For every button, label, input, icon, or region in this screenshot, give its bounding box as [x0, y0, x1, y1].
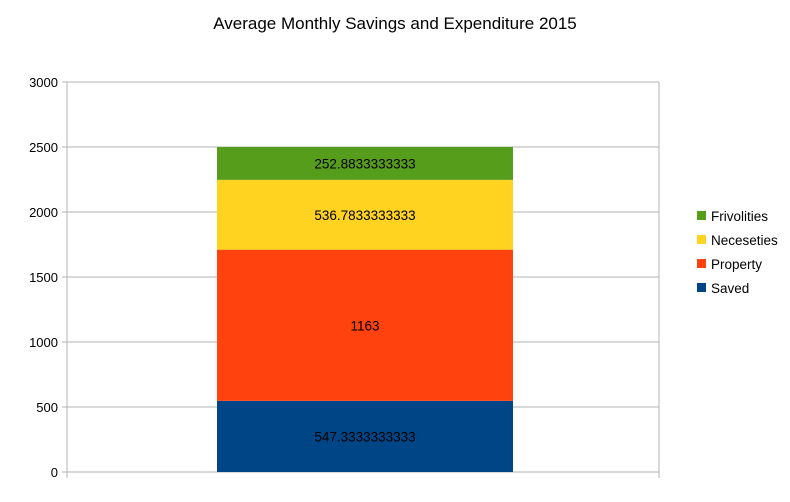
legend-swatch-neceseties [697, 235, 706, 244]
legend-swatch-saved [697, 283, 706, 292]
bar-segment-frivolities [217, 147, 513, 180]
legend-swatch-property [697, 259, 706, 268]
legend-label-frivolities: Frivolities [711, 209, 768, 224]
legend: Frivolities Neceseties Property Saved [697, 209, 778, 296]
legend-label-saved: Saved [711, 281, 749, 296]
y-tick-label-500: 500 [36, 400, 58, 415]
bar-segment-property [217, 249, 513, 401]
legend-label-neceseties: Neceseties [711, 233, 778, 248]
data-label-property: 1163 [350, 318, 379, 333]
bar-segment-saved [217, 400, 513, 472]
bar-segment-neceseties [217, 179, 513, 250]
y-tick-label-2000: 2000 [29, 205, 58, 220]
data-label-neceseties: 536.7833333333 [314, 208, 415, 223]
y-tick-label-2500: 2500 [29, 140, 58, 155]
y-tick-label-1500: 1500 [29, 270, 58, 285]
chart-title: Average Monthly Savings and Expenditure … [213, 14, 577, 33]
legend-label-property: Property [711, 257, 762, 272]
stacked-bar: 547.3333333333 1163 536.7833333333 252.8833… [217, 147, 513, 472]
y-tick-label-0: 0 [51, 465, 58, 480]
y-tick-label-1000: 1000 [29, 335, 58, 350]
data-label-saved: 547.3333333333 [314, 429, 415, 444]
y-axis: 0 500 1000 1500 2000 2500 3000 [29, 75, 660, 480]
y-tick-label-3000: 3000 [29, 75, 58, 90]
data-label-frivolities: 252.8833333333 [314, 156, 415, 171]
legend-swatch-frivolities [697, 211, 706, 220]
